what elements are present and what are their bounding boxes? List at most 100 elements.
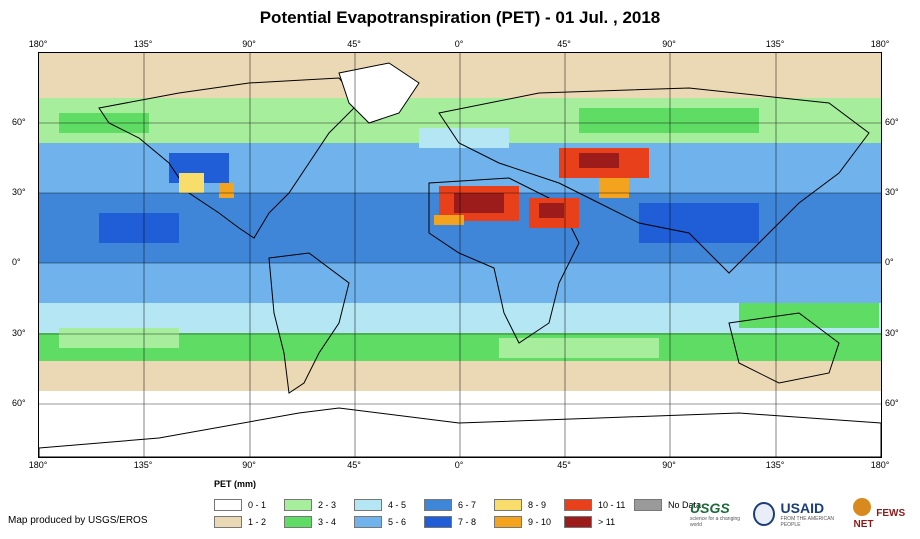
lat-label-left: 0°: [12, 257, 21, 267]
credit-text: Map produced by USGS/EROS: [8, 515, 148, 526]
patch: [579, 108, 759, 133]
legend-label: > 11: [598, 517, 616, 527]
lon-label-top: 180°: [28, 39, 48, 49]
lon-label-bottom: 135°: [133, 460, 153, 470]
lat-label-left: 60°: [12, 117, 26, 127]
lon-label-bottom: 45°: [347, 460, 361, 470]
legend-swatch: [354, 516, 382, 528]
fews-net-icon: [853, 498, 872, 516]
legend-label: 0 - 1: [248, 500, 267, 510]
lon-label-top: 45°: [347, 39, 361, 49]
legend-swatch: [354, 499, 382, 511]
greenland-outline: [338, 62, 420, 124]
north-america-outline: [98, 77, 360, 239]
eurasia-outline: [438, 87, 870, 274]
hotspot: [219, 183, 234, 198]
legend-label: 2 - 3: [318, 500, 337, 510]
hotspot-sahara: [434, 186, 519, 225]
patch: [739, 303, 879, 328]
legend-label: 6 - 7: [458, 500, 477, 510]
lat-label-right: 0°: [885, 257, 894, 267]
hotspot: [454, 193, 504, 213]
hotspot: [539, 203, 564, 218]
patch: [499, 338, 659, 358]
lon-label-top: 180°: [870, 39, 890, 49]
legend-label: 4 - 5: [388, 500, 407, 510]
legend-item: No Data: [634, 498, 701, 512]
legend-swatch: [564, 516, 592, 528]
legend-swatch: [214, 499, 242, 511]
legend-label: 3 - 4: [318, 517, 337, 527]
lon-label-top: 0°: [454, 39, 464, 49]
usaid-logo: USAID FROM THE AMERICAN PEOPLE: [781, 500, 848, 528]
lon-label-top: 90°: [242, 39, 256, 49]
legend-item: 9 - 10: [494, 515, 551, 529]
fews-net-text: FEWS NET: [853, 508, 906, 530]
patch: [639, 203, 759, 243]
lat-label-left: 30°: [12, 187, 26, 197]
lon-label-bottom: 0°: [454, 460, 464, 470]
lat-label-left: 30°: [12, 328, 26, 338]
australia-outline: [728, 312, 840, 384]
legend-swatch: [424, 499, 452, 511]
hotspot: [434, 215, 464, 225]
lat-label-right: 60°: [885, 117, 899, 127]
lon-label-bottom: 90°: [242, 460, 256, 470]
legend-item: 1 - 2: [214, 515, 266, 529]
patch: [59, 328, 179, 348]
lon-label-bottom: 180°: [28, 460, 48, 470]
legend-swatch: [634, 499, 662, 511]
lon-label-bottom: 90°: [662, 460, 676, 470]
lat-label-left: 60°: [12, 398, 26, 408]
lon-label-bottom: 45°: [557, 460, 571, 470]
hotspot-central-asia: [559, 148, 649, 198]
legend-item: 8 - 9: [494, 498, 546, 512]
legend-swatch: [284, 499, 312, 511]
hotspot: [579, 153, 619, 168]
usaid-logo-text: USAID: [780, 500, 825, 516]
legend-label: 5 - 6: [388, 517, 407, 527]
legend-item: 0 - 1: [214, 498, 266, 512]
legend-label: No Data: [668, 500, 702, 510]
lat-label-right: 30°: [885, 187, 899, 197]
lat-label-right: 60°: [885, 398, 899, 408]
hotspot-arabia: [529, 198, 579, 228]
lon-label-top: 135°: [765, 39, 785, 49]
legend-swatch: [424, 516, 452, 528]
hotspot: [179, 173, 204, 193]
legend-item: 6 - 7: [424, 498, 476, 512]
legend-label: 1 - 2: [248, 517, 267, 527]
usaid-tagline: FROM THE AMERICAN PEOPLE: [780, 516, 835, 528]
patch: [419, 128, 509, 148]
lon-label-top: 90°: [662, 39, 676, 49]
legend-swatch: [284, 516, 312, 528]
pet-map-canvas: [39, 53, 881, 457]
legend-item: 4 - 5: [354, 498, 406, 512]
legend-item: 5 - 6: [354, 515, 406, 529]
map-title: Potential Evapotranspiration (PET) - 01 …: [259, 8, 661, 27]
legend-swatch: [494, 499, 522, 511]
legend-item: 10 - 11: [564, 498, 625, 512]
hotspot-north-america: [179, 173, 234, 198]
legend-item: 7 - 8: [424, 515, 476, 529]
south-america-outline: [268, 252, 350, 394]
legend-item: > 11: [564, 515, 615, 529]
legend-swatch: [494, 516, 522, 528]
legend-title: PET (mm): [214, 479, 257, 489]
legend-label: 7 - 8: [458, 517, 477, 527]
fews-net-logo: FEWS NET: [853, 498, 920, 530]
usgs-tagline: science for a changing world: [690, 516, 741, 528]
legend-item: 3 - 4: [284, 515, 336, 529]
usaid-seal-icon: [752, 502, 775, 526]
usgs-logo-text: USGS: [690, 500, 730, 516]
patch: [99, 213, 179, 243]
legend-label: 9 - 10: [528, 517, 552, 527]
legend-label: 8 - 9: [528, 500, 547, 510]
logo-row: USGS science for a changing world USAID …: [690, 498, 920, 530]
legend-item: 2 - 3: [284, 498, 336, 512]
pet-map[interactable]: [38, 52, 882, 458]
lon-label-top: 45°: [557, 39, 571, 49]
usgs-logo: USGS science for a changing world: [690, 500, 747, 528]
legend-swatch: [564, 499, 592, 511]
lon-label-bottom: 135°: [765, 460, 785, 470]
